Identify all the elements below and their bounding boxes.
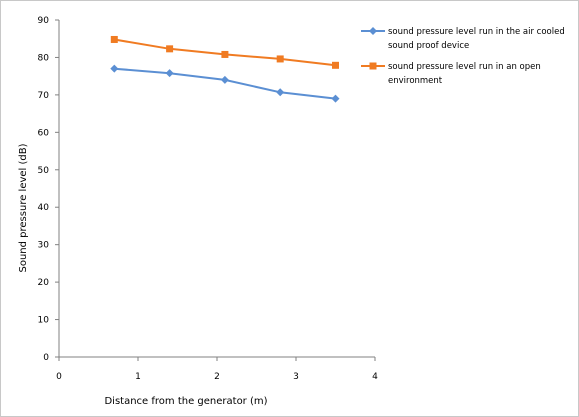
legend-label: sound pressure level run in the air cool… bbox=[388, 27, 565, 37]
data-point bbox=[110, 35, 118, 43]
x-tick-label: 4 bbox=[372, 372, 378, 382]
legend-marker-1 bbox=[369, 27, 377, 35]
y-tick-label: 40 bbox=[38, 203, 50, 213]
y-tick-label: 80 bbox=[38, 53, 50, 63]
y-tick-label: 70 bbox=[38, 91, 50, 101]
x-tick-label: 1 bbox=[135, 372, 141, 382]
data-point bbox=[110, 64, 119, 73]
y-axis-label: Sound pressure level (dB) bbox=[18, 143, 29, 272]
y-tick-label: 60 bbox=[38, 128, 50, 138]
data-point bbox=[165, 69, 174, 78]
legend-label: sound pressure level run in an open bbox=[388, 62, 541, 72]
x-tick-label: 3 bbox=[293, 372, 299, 382]
data-point bbox=[276, 88, 285, 97]
data-point bbox=[166, 45, 174, 53]
y-tick-label: 20 bbox=[38, 278, 50, 288]
data-point bbox=[221, 50, 229, 58]
data-point bbox=[332, 61, 339, 69]
x-tick-label: 0 bbox=[56, 372, 62, 382]
series-layer bbox=[110, 35, 340, 103]
y-axis: 0 10 20 30 40 50 60 70 80 90 bbox=[38, 16, 60, 363]
y-tick-label: 90 bbox=[38, 16, 50, 26]
legend-label: sound proof device bbox=[388, 41, 469, 51]
data-point bbox=[276, 55, 284, 63]
data-point bbox=[220, 75, 229, 84]
y-tick-label: 50 bbox=[38, 166, 50, 176]
data-point bbox=[331, 94, 340, 103]
x-axis-label: Distance from the generator (m) bbox=[104, 396, 267, 407]
x-axis: 0 1 2 3 4 bbox=[56, 356, 378, 382]
legend-label: environment bbox=[388, 76, 443, 86]
y-tick-label: 0 bbox=[43, 353, 49, 363]
y-tick-label: 30 bbox=[38, 241, 50, 251]
legend: sound pressure level run in the air cool… bbox=[361, 27, 565, 86]
y-tick-label: 10 bbox=[38, 316, 50, 326]
legend-marker-2 bbox=[369, 62, 377, 70]
x-tick-label: 2 bbox=[214, 372, 220, 382]
